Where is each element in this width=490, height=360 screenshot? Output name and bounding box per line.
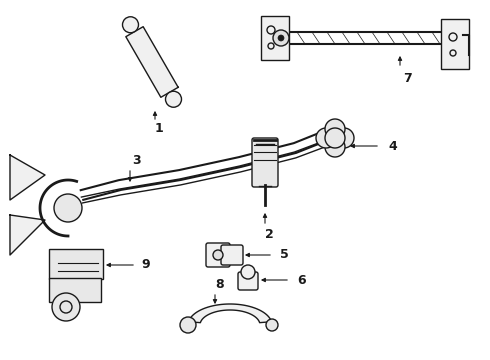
Circle shape xyxy=(54,194,82,222)
Text: 7: 7 xyxy=(404,72,413,85)
Circle shape xyxy=(266,319,278,331)
FancyBboxPatch shape xyxy=(221,245,243,265)
Text: 4: 4 xyxy=(389,140,397,153)
Circle shape xyxy=(334,128,354,148)
Text: 3: 3 xyxy=(132,153,140,166)
Polygon shape xyxy=(189,304,271,323)
Text: 9: 9 xyxy=(142,258,150,271)
Text: 5: 5 xyxy=(280,248,289,261)
Circle shape xyxy=(241,265,255,279)
Circle shape xyxy=(316,128,336,148)
FancyBboxPatch shape xyxy=(49,278,101,302)
Circle shape xyxy=(325,128,345,148)
FancyBboxPatch shape xyxy=(238,272,258,290)
FancyBboxPatch shape xyxy=(49,249,103,279)
FancyBboxPatch shape xyxy=(441,19,469,69)
Circle shape xyxy=(166,91,181,107)
Text: 2: 2 xyxy=(265,228,273,240)
Text: 8: 8 xyxy=(216,279,224,292)
Polygon shape xyxy=(126,27,178,97)
Circle shape xyxy=(52,293,80,321)
FancyBboxPatch shape xyxy=(261,16,289,60)
FancyBboxPatch shape xyxy=(252,138,278,187)
Circle shape xyxy=(278,35,284,41)
Circle shape xyxy=(180,317,196,333)
Circle shape xyxy=(213,250,223,260)
Circle shape xyxy=(122,17,139,33)
Text: 6: 6 xyxy=(298,274,306,287)
Polygon shape xyxy=(10,215,45,255)
Circle shape xyxy=(325,119,345,139)
Polygon shape xyxy=(10,155,45,200)
Text: 1: 1 xyxy=(155,122,163,135)
FancyBboxPatch shape xyxy=(206,243,230,267)
Circle shape xyxy=(273,30,289,46)
Circle shape xyxy=(325,137,345,157)
